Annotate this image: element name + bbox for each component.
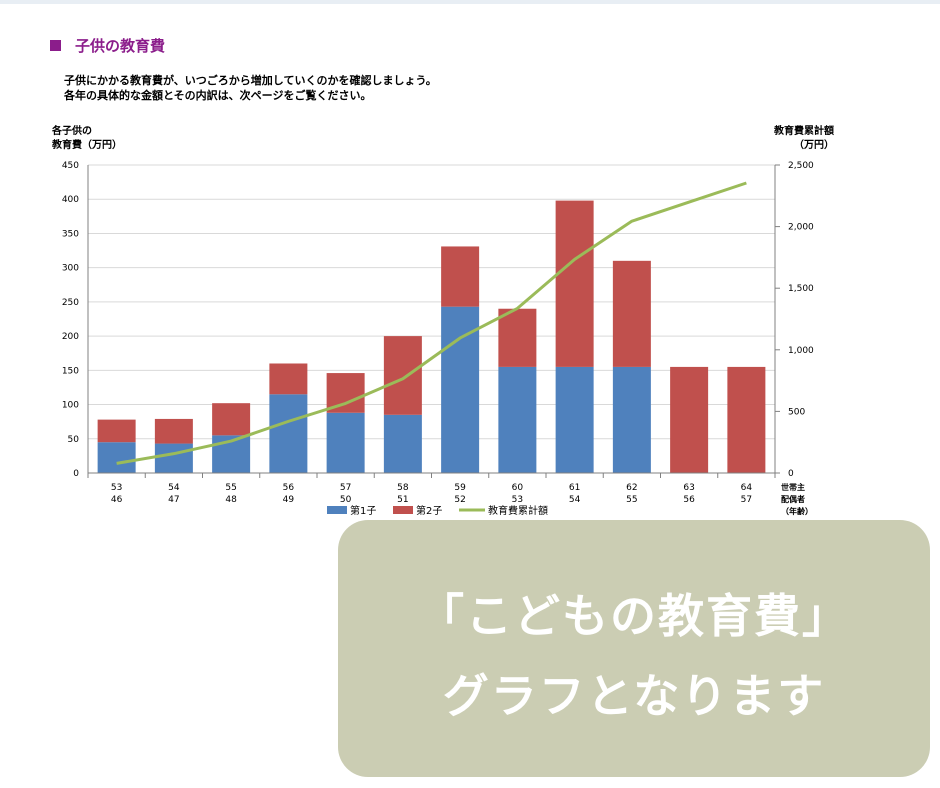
legend-swatch-child2 [393, 506, 413, 514]
bar-child1 [612, 366, 651, 473]
overlay-line-2: グラフとなります [442, 669, 826, 723]
x-tick-label-spouse: 51 [397, 495, 408, 505]
bar-child2 [727, 366, 766, 473]
left-axis-title-line-1: 各子供の [52, 126, 92, 137]
right-axis-title-line-1: 教育費累計額 [774, 126, 834, 137]
left-tick-label: 150 [62, 366, 79, 376]
right-tick-label: 2,000 [788, 223, 814, 233]
x-axis-title: 世帯主 [781, 482, 805, 492]
left-tick-label: 400 [62, 195, 79, 205]
left-tick-label: 0 [73, 469, 79, 479]
x-tick-label-spouse: 48 [225, 495, 237, 505]
intro-line-2: 各年の具体的な金額とその内訳は、次ページをご覧ください。 [64, 89, 372, 102]
right-axis-title: 教育費累計額 （万円） [774, 125, 834, 153]
x-tick-label-spouse: 56 [683, 495, 695, 505]
x-tick-label-head: 53 [111, 483, 122, 493]
x-axis-title: （年齢） [781, 506, 813, 516]
x-tick-label-head: 64 [741, 483, 753, 493]
bar-child2 [154, 418, 193, 444]
overlay-line-1: 「こどもの教育費」 [418, 589, 850, 643]
x-tick-label-head: 54 [168, 483, 180, 493]
x-tick-label-spouse: 50 [340, 495, 352, 505]
right-tick-label: 1,000 [788, 346, 814, 356]
x-axis-title: 配偶者 [781, 494, 805, 504]
bar-child2 [498, 308, 537, 367]
x-tick-label-spouse: 47 [168, 495, 179, 505]
x-tick-label-head: 60 [512, 483, 524, 493]
legend-label-cumulative: 教育費累計額 [488, 504, 548, 517]
x-tick-label-spouse: 52 [454, 495, 465, 505]
bar-child2 [670, 366, 709, 473]
bar-child1 [498, 366, 537, 473]
cumulative-line [116, 181, 747, 465]
intro-line-1: 子供にかかる教育費が、いつごろから増加していくのかを確認しましょう。 [64, 74, 437, 87]
education-cost-chart: 0 50 100 150 200 250 300 350 400 450 0 500 1,000 1,50… [62, 161, 814, 517]
legend-swatch-child1 [327, 506, 347, 514]
x-tick-label-head: 57 [340, 483, 351, 493]
x-tick-label-spouse: 57 [741, 495, 752, 505]
left-tick-label: 450 [62, 161, 79, 171]
right-axis-title-line-2: （万円） [794, 140, 834, 151]
x-tick-label-head: 58 [397, 483, 409, 493]
x-tick-label-head: 56 [283, 483, 295, 493]
caption-overlay: 「こどもの教育費」 グラフとなります [338, 520, 930, 777]
x-tick-label-head: 55 [225, 483, 236, 493]
bar-child2 [97, 419, 136, 443]
x-tick-label-head: 59 [454, 483, 466, 493]
right-tick-label: 2,500 [788, 161, 814, 171]
bar-child2 [212, 403, 251, 436]
left-axis-title-line-2: 教育費（万円） [52, 140, 122, 151]
x-tick-label-spouse: 54 [569, 495, 581, 505]
bar-child2 [555, 200, 594, 367]
left-tick-label: 250 [62, 298, 79, 308]
bar-child2 [441, 246, 480, 307]
bar-child1 [97, 442, 136, 473]
right-tick-label: 1,500 [788, 284, 814, 294]
left-tick-label: 100 [62, 401, 79, 411]
bar-child1 [441, 306, 480, 473]
heading-square-icon [50, 40, 61, 51]
right-tick-label: 500 [788, 407, 805, 417]
top-border [0, 0, 940, 4]
x-tick-label-spouse: 55 [626, 495, 637, 505]
bar-child1 [154, 443, 193, 473]
left-axis-title: 各子供の 教育費（万円） [52, 125, 122, 153]
legend-label-child2: 第2子 [416, 504, 442, 517]
x-tick-label-head: 61 [569, 483, 580, 493]
bar-child2 [612, 260, 651, 367]
x-tick-label-head: 63 [683, 483, 694, 493]
left-tick-label: 300 [62, 264, 79, 274]
x-tick-label-spouse: 49 [283, 495, 295, 505]
bar-child1 [383, 414, 422, 473]
section-title: 子供の教育費 [75, 37, 166, 55]
left-tick-label: 350 [62, 229, 79, 239]
bar-child1 [555, 366, 594, 473]
bar-child2 [269, 363, 308, 395]
x-tick-label-spouse: 53 [512, 495, 523, 505]
x-tick-label-spouse: 46 [111, 495, 123, 505]
bar-child1 [326, 412, 365, 473]
legend-label-child1: 第1子 [350, 504, 376, 517]
bar-child2 [383, 336, 422, 415]
left-tick-label: 50 [68, 435, 80, 445]
right-tick-label: 0 [788, 469, 794, 479]
intro-text: 子供にかかる教育費が、いつごろから増加していくのかを確認しましょう。 各年の具体… [64, 73, 437, 103]
left-tick-label: 200 [62, 332, 79, 342]
section-heading: 子供の教育費 [50, 35, 165, 56]
x-tick-label-head: 62 [626, 483, 637, 493]
bar-child1 [269, 394, 308, 473]
